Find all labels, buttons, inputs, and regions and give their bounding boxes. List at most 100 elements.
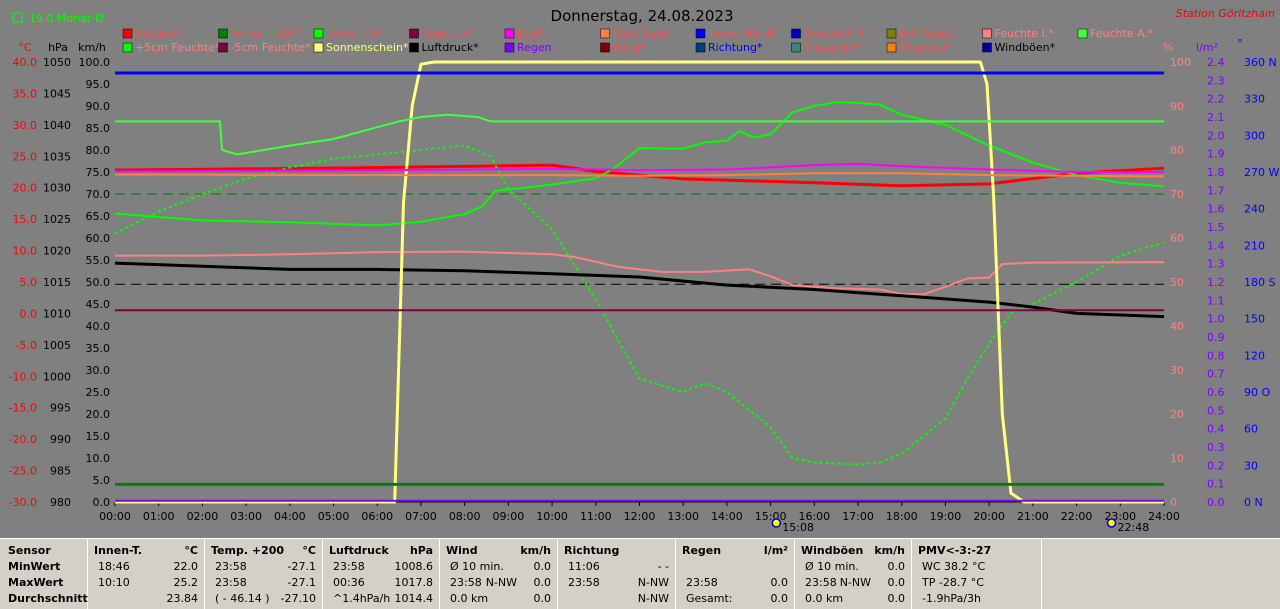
stats-block-unit: hPa: [409, 544, 433, 557]
stats-row-label: Sensor: [8, 544, 51, 557]
percent-tick-label: 20: [1170, 408, 1184, 421]
sun-marker-label: 22:48: [1118, 521, 1150, 534]
kmh-tick-label: 85.0: [86, 122, 111, 135]
stats-block: Regen l/m² 23:58 0.0 Gesamt: 0.0: [676, 539, 795, 609]
legend-item: Feuchte A.*: [1090, 27, 1154, 40]
plot-area: 15:08 22:48: [114, 60, 1165, 534]
celsius-tick-label: 15.0: [13, 213, 38, 226]
legend-swatch: [695, 28, 706, 39]
legend-swatch: [218, 42, 228, 53]
legend-swatch: [504, 42, 515, 53]
legend-item: +5cm Feuchte*: [135, 41, 221, 54]
legend-swatch: [313, 42, 324, 53]
rain-tick-label: 1.9: [1207, 148, 1225, 161]
stats-row-label: MaxWert: [8, 576, 64, 589]
stats-block-title: Regen: [682, 544, 722, 557]
stats-time: 23:58: [450, 576, 482, 589]
series-line: [114, 163, 1165, 188]
rain-tick-label: 2.2: [1207, 93, 1225, 106]
legend-swatch: [982, 42, 992, 53]
rain-tick-label: 1.8: [1207, 166, 1225, 179]
direction-tick-label: 240: [1244, 203, 1265, 216]
legend-swatch: [600, 28, 610, 39]
stats-block-title: Wind: [446, 544, 478, 557]
direction-tick-label: 30: [1244, 459, 1258, 472]
stats-time: Ø 10 min.: [450, 560, 504, 573]
unit-lm2-label: l/m²: [1196, 41, 1218, 54]
rain-tick-label: 0.5: [1207, 404, 1225, 417]
kmh-tick-label: 50.0: [86, 276, 111, 289]
rain-tick-label: 0.3: [1207, 441, 1225, 454]
stats-time: 23:58: [805, 576, 837, 589]
rain-tick-label: 0.4: [1207, 423, 1225, 436]
celsius-tick-label: 20.0: [13, 182, 38, 195]
x-tick-label: 02:00: [187, 510, 219, 523]
hpa-tick-label: 985: [50, 465, 71, 478]
hpa-tick-label: 980: [50, 496, 71, 509]
stats-block: Temp. +200 °C 23:58 -27.1 23:58 -27.1 ( - 46.1…: [205, 539, 323, 609]
kmh-tick-label: 55.0: [86, 254, 111, 267]
kmh-tick-label: 35.0: [86, 342, 111, 355]
direction-tick-label: 300: [1244, 129, 1265, 142]
kmh-tick-label: 40.0: [86, 320, 111, 333]
percent-tick-label: 0: [1170, 496, 1177, 509]
legend-item: Windböen*: [995, 41, 1056, 54]
rain-tick-label: 2.4: [1207, 56, 1225, 69]
stats-block: PMV<-3:-27 WC 38.2 °C TP -28.7 °C -1.9hPa/3…: [912, 539, 1042, 609]
stats-value: -27.1: [287, 560, 316, 573]
hpa-tick-label: 1040: [43, 119, 71, 132]
celsius-tick-label: 0.0: [20, 307, 38, 320]
stats-block: Windböen km/h Ø 10 min. 0.0 23:58 N-NW 0.0 0.0 …: [795, 539, 912, 609]
rain-tick-label: 1.5: [1207, 221, 1225, 234]
series-line: [114, 261, 1165, 319]
x-tick-label: 18:00: [886, 510, 918, 523]
hpa-tick-label: 1020: [43, 245, 71, 258]
stats-block: Innen-T. °C 18:46 22.0 10:10 25.2 23.84: [88, 539, 205, 609]
unit-degree-label: °: [1237, 37, 1243, 50]
percent-tick-label: 90: [1170, 100, 1184, 113]
stats-time: TP -28.7 °C: [922, 576, 984, 589]
kmh-tick-label: 65.0: [86, 210, 111, 223]
rain-tick-label: 0.8: [1207, 349, 1225, 362]
stats-block-title: Temp. +200: [211, 544, 285, 557]
celsius-tick-label: -5.0: [16, 339, 37, 352]
kmh-tick-label: 10.0: [86, 452, 111, 465]
kmh-tick-label: 0.0: [93, 496, 111, 509]
kmh-tick-label: 100.0: [79, 56, 111, 69]
stats-value: 0.0: [887, 560, 906, 573]
percent-tick-label: 40: [1170, 320, 1184, 333]
legend-item: Wind*: [613, 41, 647, 54]
rain-tick-label: 1.2: [1207, 276, 1225, 289]
percent-tick-label: 70: [1170, 188, 1184, 201]
stats-time: Ø 10 min.: [805, 560, 859, 573]
stats-time: 23:58: [686, 576, 718, 589]
direction-tick-label: 90 O: [1244, 386, 1270, 399]
direction-tick-label: 150: [1244, 313, 1265, 326]
series-line: [114, 172, 1165, 178]
stats-value: 1008.6: [394, 560, 434, 573]
stats-time: 18:46: [98, 560, 130, 573]
legend-item: Temp. Wind*: [707, 27, 778, 40]
direction-tick-label: 60: [1244, 423, 1258, 436]
legend-item: Windchill*: [899, 41, 955, 54]
direction-tick-label: 0 N: [1244, 496, 1263, 509]
hpa-tick-label: 1035: [43, 150, 71, 163]
hpa-tick-label: 995: [50, 402, 71, 415]
legend-item: -5cm Feuchte*: [231, 41, 312, 54]
x-tick-label: 08:00: [449, 510, 481, 523]
x-tick-label: 04:00: [274, 510, 306, 523]
stats-value: 0.0: [533, 560, 552, 573]
stats-value: 1014.4: [394, 592, 434, 605]
x-tick-label: 14:00: [711, 510, 743, 523]
kmh-tick-label: 75.0: [86, 166, 111, 179]
stats-row-label: Durchschnitt: [8, 592, 88, 605]
stats-value: N-NW: [637, 576, 669, 589]
stats-block-unit: °C: [302, 544, 316, 557]
sun-marker-label: 15:08: [782, 521, 814, 534]
rain-tick-label: 1.0: [1207, 313, 1225, 326]
legend-item: Sonnenschein*: [326, 41, 409, 54]
kmh-tick-label: 30.0: [86, 364, 111, 377]
legend-item: Bad*: [517, 27, 544, 40]
celsius-tick-label: -30.0: [9, 496, 37, 509]
legend-item: Windchill X*: [804, 27, 871, 40]
